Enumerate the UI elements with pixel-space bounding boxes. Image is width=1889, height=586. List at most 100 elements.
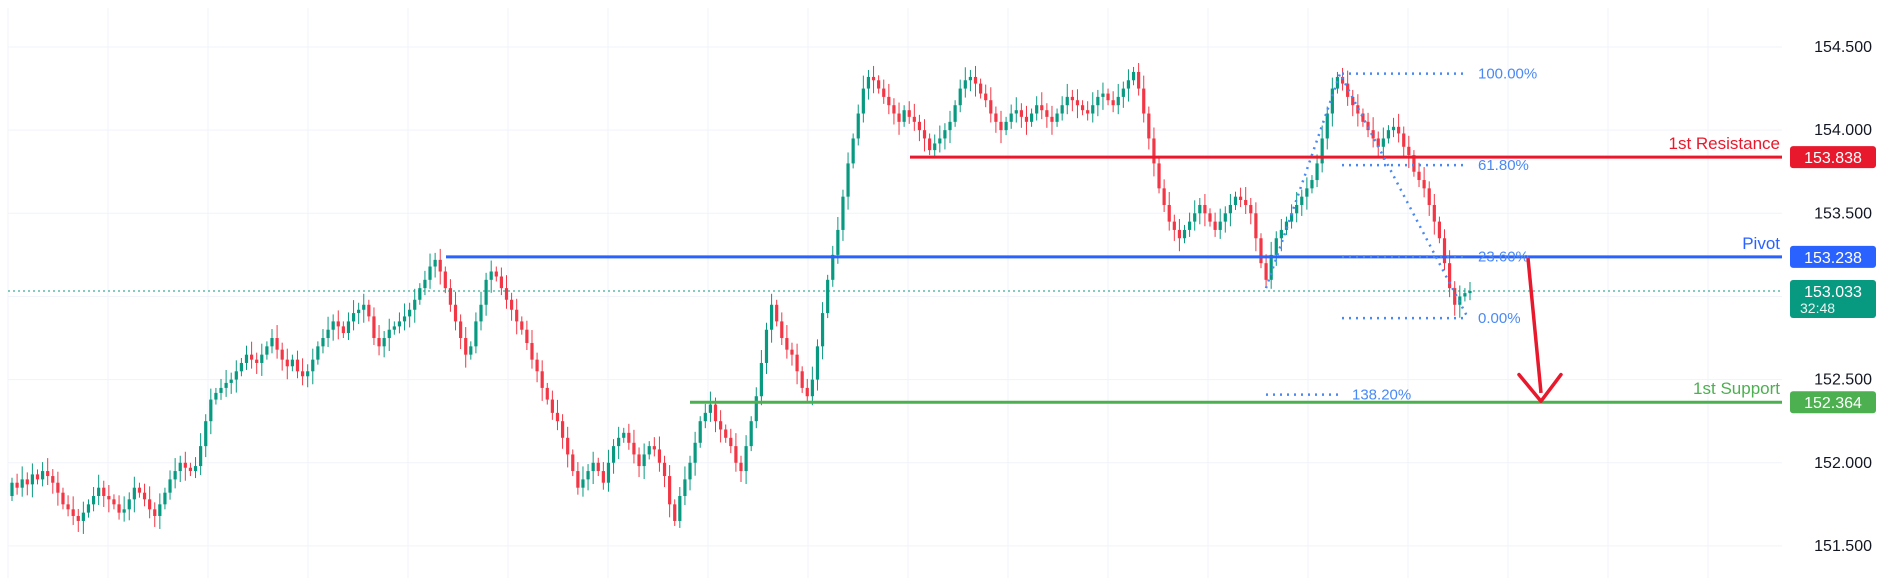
candle-body xyxy=(866,76,871,89)
candle-body xyxy=(1045,110,1049,117)
candle-body xyxy=(168,479,172,493)
candle-body xyxy=(780,321,784,339)
candle-body xyxy=(1096,96,1100,106)
candle-body xyxy=(382,338,386,347)
fib-extension-label: 138.20% xyxy=(1352,387,1411,404)
candle-body xyxy=(759,362,763,397)
candle-body xyxy=(938,138,942,144)
candle-body xyxy=(958,88,962,106)
candle-body xyxy=(66,504,70,510)
candle-body xyxy=(769,304,774,330)
candle-body xyxy=(1162,188,1166,205)
candle-body xyxy=(1397,126,1401,134)
candle-body xyxy=(530,343,534,360)
candle-body xyxy=(1412,155,1416,172)
candle-body xyxy=(973,76,978,84)
candle-body xyxy=(188,467,193,472)
candle-body xyxy=(10,482,14,497)
candle-body xyxy=(1402,133,1406,147)
candle-body xyxy=(484,279,488,305)
candle-body xyxy=(1126,80,1131,89)
candle-body xyxy=(97,487,101,497)
candle-body xyxy=(158,504,162,516)
support-badge xyxy=(1790,391,1876,414)
candle-body xyxy=(678,496,682,521)
candle-body xyxy=(127,499,131,510)
candle-body xyxy=(1391,126,1396,131)
y-tick-label: 154.500 xyxy=(1814,39,1872,56)
candle-body xyxy=(545,387,549,400)
candle-body xyxy=(1417,171,1421,181)
candle-body xyxy=(1086,110,1090,114)
candle-body xyxy=(1340,76,1345,84)
candle-body xyxy=(1254,213,1258,239)
candle-body xyxy=(71,509,75,516)
candle-body xyxy=(351,313,356,322)
candle-body xyxy=(887,96,891,106)
candle-body xyxy=(882,88,886,97)
candle-body xyxy=(377,338,381,347)
candle-body xyxy=(734,446,738,463)
resistance-badge xyxy=(1790,146,1876,169)
candle-body xyxy=(234,371,238,380)
candle-body xyxy=(841,196,845,230)
candle-body xyxy=(418,288,422,300)
candle-body xyxy=(922,130,927,139)
candle-body xyxy=(1131,71,1136,81)
candle-body xyxy=(285,359,289,367)
candle-body xyxy=(397,321,402,327)
candle-body xyxy=(122,509,126,513)
candle-body xyxy=(275,338,279,350)
candle-body xyxy=(1065,96,1069,106)
forecast-arrow-shaft xyxy=(1526,258,1543,394)
candle-body xyxy=(800,371,804,388)
candle-body xyxy=(178,462,182,472)
candle-body xyxy=(831,254,835,280)
candle-body xyxy=(820,313,825,347)
candle-body xyxy=(1223,213,1227,222)
pivot-badge-value: 153.238 xyxy=(1804,250,1862,267)
candle-body xyxy=(1198,204,1202,214)
candle-body xyxy=(1279,229,1283,239)
candle-body xyxy=(647,446,651,455)
support-label: 1st Support xyxy=(1693,379,1780,398)
candle-body xyxy=(372,316,376,339)
candle-body xyxy=(933,143,937,151)
candle-body xyxy=(596,462,600,472)
candle-body xyxy=(209,399,213,422)
candle-body xyxy=(729,437,733,447)
candle-body xyxy=(688,462,692,480)
candle-body xyxy=(637,454,641,467)
candle-body xyxy=(112,499,116,505)
candle-body xyxy=(341,326,345,334)
candle-body xyxy=(224,382,228,388)
candle-body xyxy=(968,76,973,81)
candle-body xyxy=(357,309,361,314)
candle-body xyxy=(535,359,539,372)
candle-body xyxy=(295,359,300,372)
candle-body xyxy=(15,482,19,488)
candle-body xyxy=(1004,121,1008,131)
candle-body xyxy=(632,442,636,455)
candle-body xyxy=(1330,88,1334,114)
candle-body xyxy=(525,329,529,344)
candle-body xyxy=(917,121,922,131)
candle-body xyxy=(504,288,509,300)
candle-body xyxy=(1147,113,1151,139)
candle-body xyxy=(1295,204,1299,214)
candle-body xyxy=(153,509,157,516)
candle-body xyxy=(316,346,320,360)
candle-body xyxy=(1437,221,1442,239)
candle-body xyxy=(698,421,702,443)
candle-body xyxy=(132,487,136,500)
y-tick-label: 153.500 xyxy=(1814,205,1872,222)
candle-body xyxy=(448,288,453,305)
candle-body xyxy=(560,421,565,438)
candle-body xyxy=(509,299,514,310)
y-tick-label: 152.000 xyxy=(1814,455,1872,472)
candle-body xyxy=(469,346,473,355)
candle-body xyxy=(764,329,769,363)
candle-body xyxy=(204,421,208,447)
candle-body xyxy=(1427,188,1431,205)
